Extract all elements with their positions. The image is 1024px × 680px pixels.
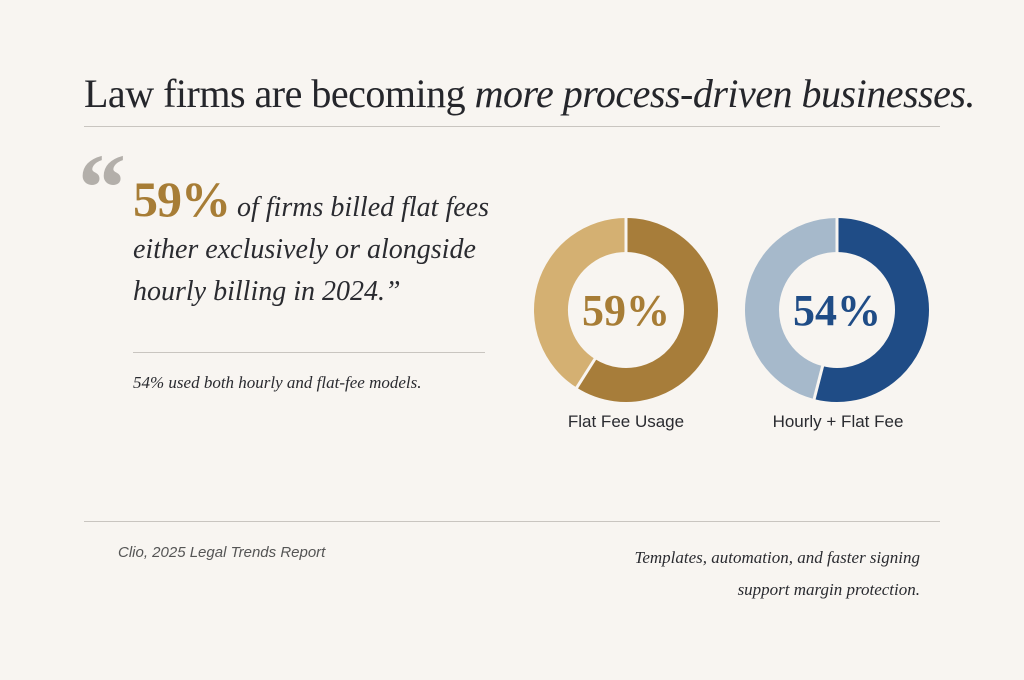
quote-mark-icon: “ [78, 134, 126, 241]
quote-divider [133, 352, 485, 353]
chart-label-flat-fee: Flat Fee Usage [567, 412, 685, 431]
quote-text: 59% of firms billed flat fees either exc… [133, 174, 533, 313]
title-emphasis: more process-driven businesses. [474, 71, 976, 116]
donut-separator [574, 357, 597, 390]
title-divider [84, 126, 940, 127]
source-citation: Clio, 2025 Legal Trends Report [118, 544, 326, 561]
donut-remainder-segment [534, 218, 627, 388]
page-title: Law firms are becoming more process-driv… [84, 70, 975, 117]
note-line-2: support margin protection. [737, 580, 920, 599]
donut-center-value: 54% [793, 286, 881, 335]
donut-value-segment [576, 218, 718, 402]
donut-value-segment [814, 218, 929, 402]
title-plain: Law firms are becoming [84, 71, 475, 116]
subnote: 54% used both hourly and flat-fee models… [133, 373, 422, 392]
donut-center-value: 59% [582, 286, 670, 335]
footer-divider [84, 521, 940, 522]
note-line-1: Templates, automation, and faster signin… [634, 548, 920, 567]
footer-note: Templates, automation, and faster signin… [620, 542, 920, 606]
quote-highlight: 59% [133, 171, 231, 227]
donut-separator [812, 364, 825, 401]
chart-label-hourly-flat: Hourly + Flat Fee [772, 412, 904, 431]
quote-body: of firms billed flat fees either exclusi… [133, 192, 489, 307]
donut-remainder-segment [745, 218, 838, 400]
